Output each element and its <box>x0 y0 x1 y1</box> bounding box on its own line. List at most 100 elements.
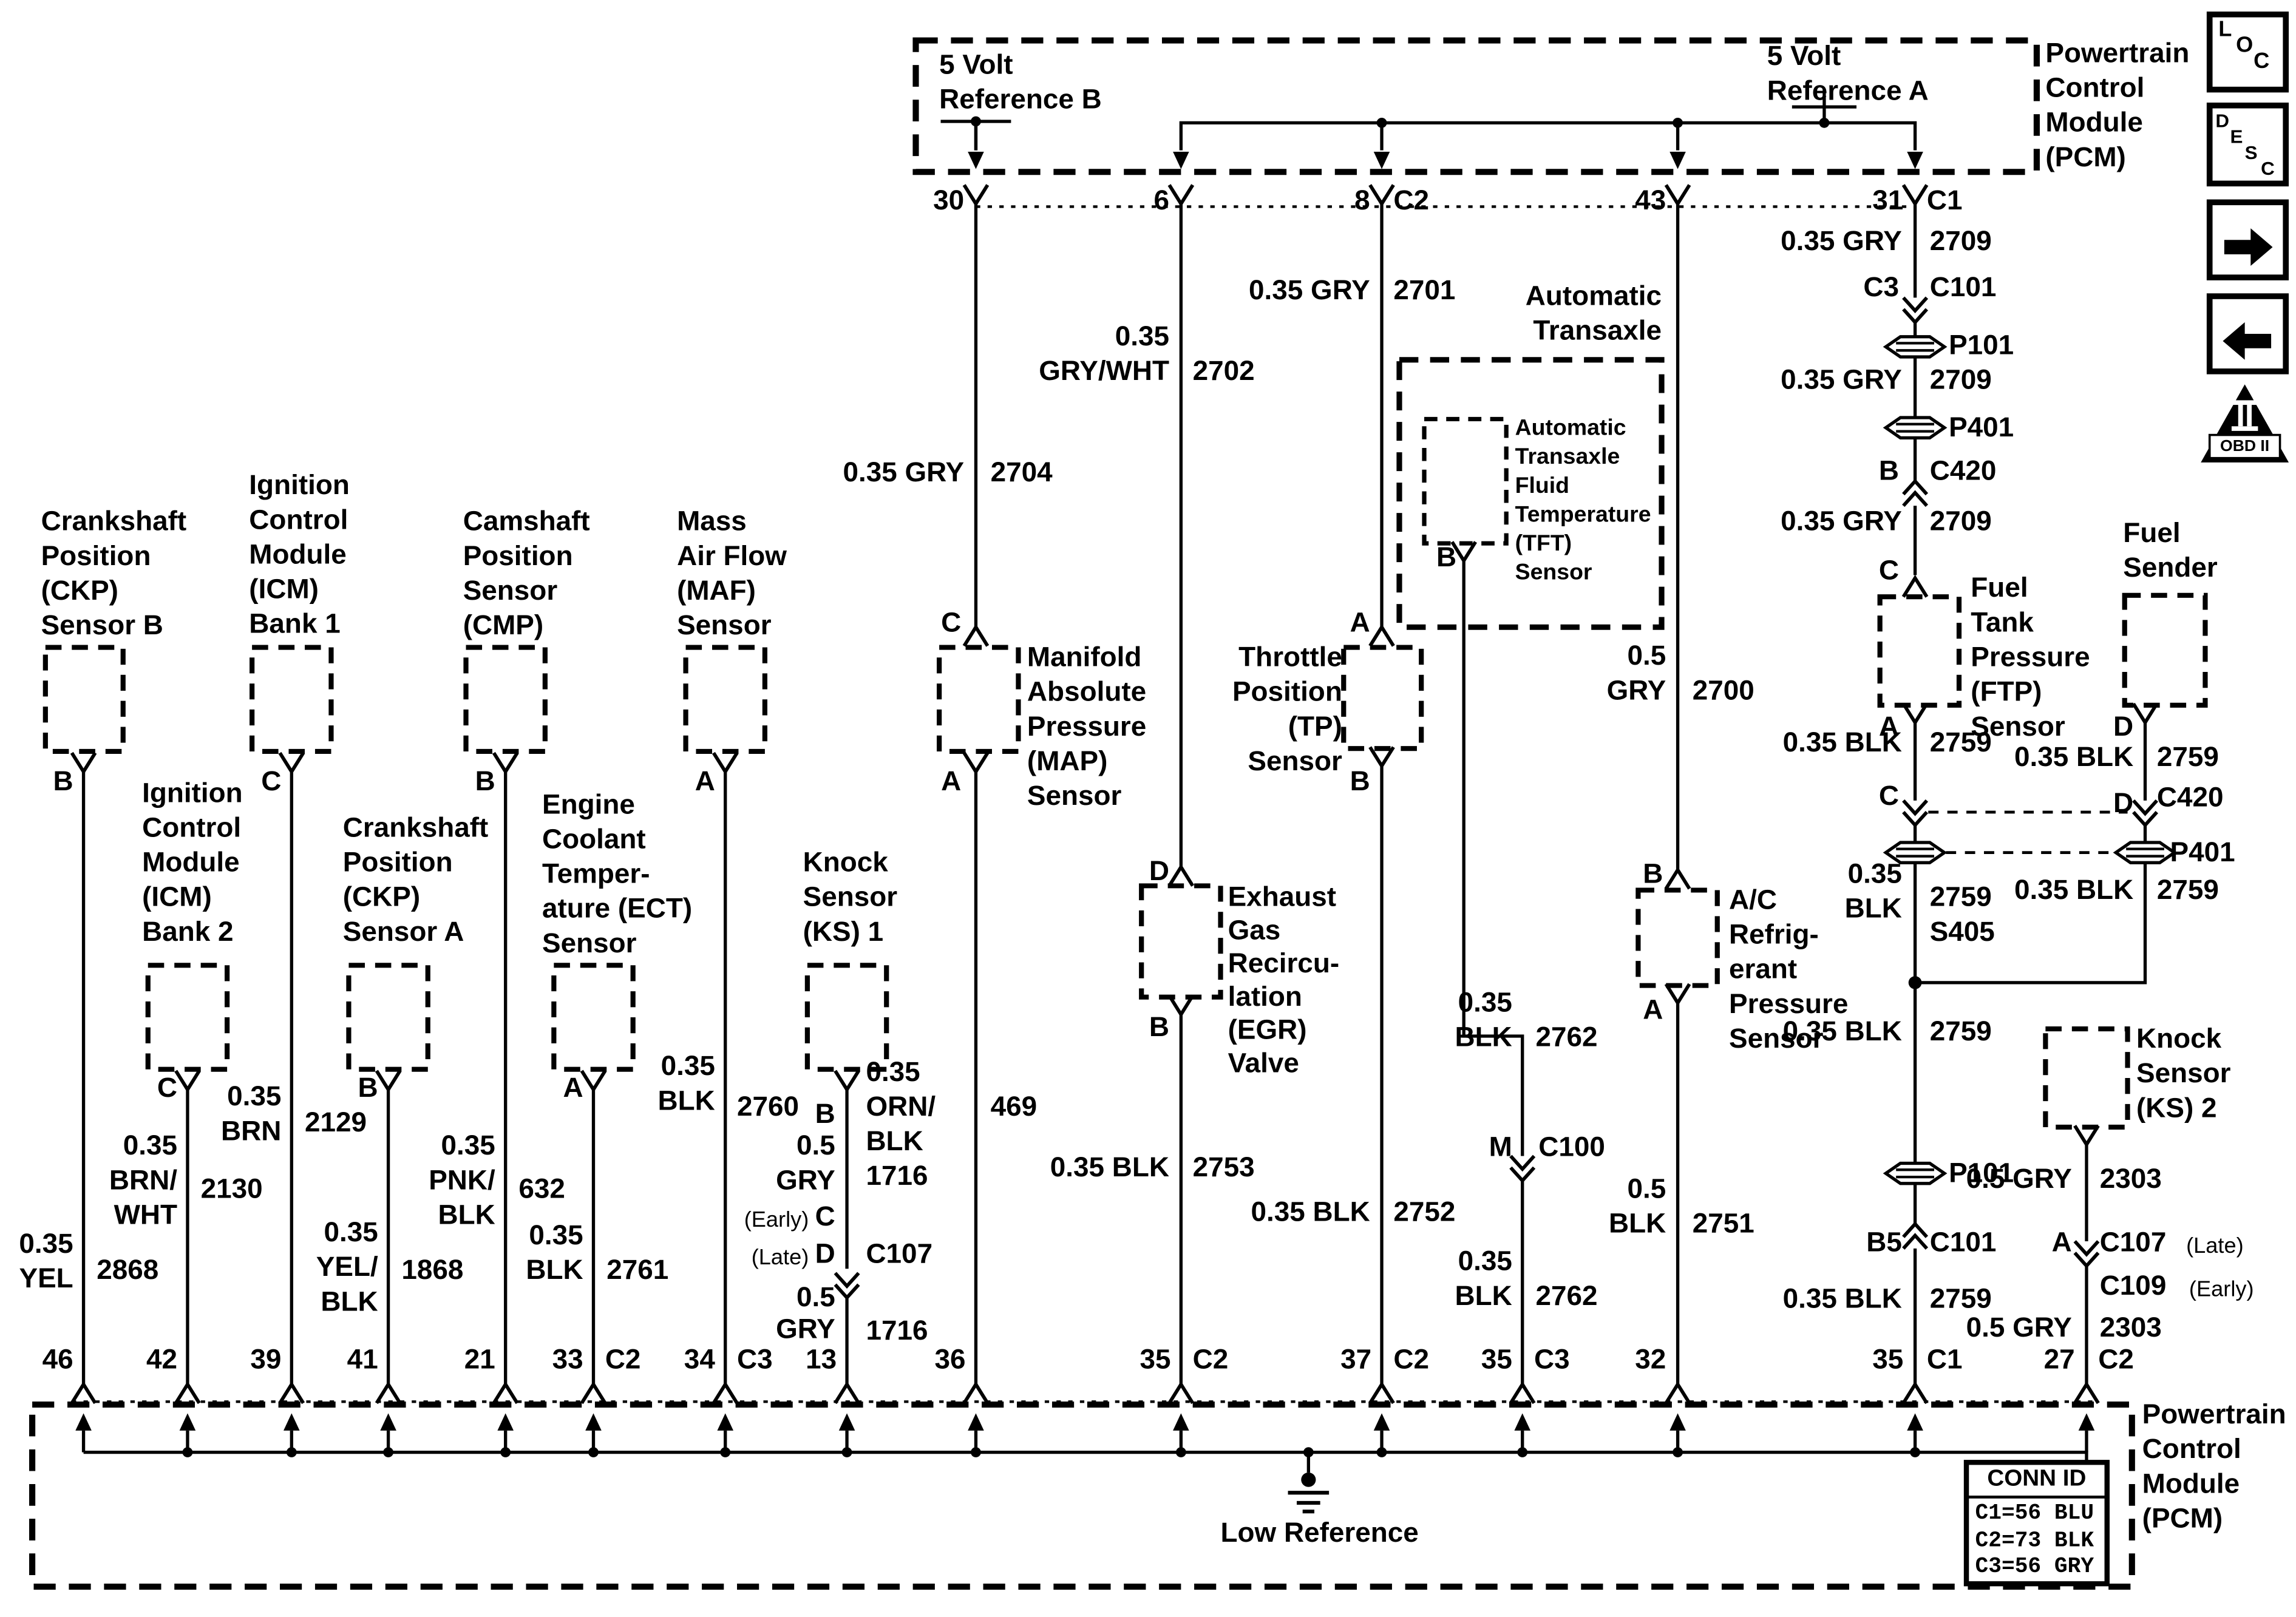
wire-color: 0.35 BLK <box>657 1052 715 1117</box>
loc-button[interactable]: L <box>2218 17 2232 42</box>
pcm-top-title: Powertrain Control Module (PCM) <box>2045 39 2190 174</box>
wire-circuit: 2759 <box>2156 742 2219 773</box>
conn-pin: M <box>1489 1133 1512 1164</box>
wire-circuit: 2759 <box>1929 1284 1992 1315</box>
desc-button[interactable]: S <box>2244 141 2258 164</box>
conn-id: C101 <box>1929 273 1997 303</box>
pin-30: 30 <box>933 186 965 217</box>
conn-id: P401 <box>2170 838 2235 869</box>
wire-color: 0.35 GRY <box>1781 365 1902 396</box>
ckp-a-pin: B <box>358 1073 378 1104</box>
conn-id: P101 <box>1949 331 2014 362</box>
wire-circuit: 2752 <box>1393 1198 1456 1229</box>
transaxle-label: Automatic Transaxle <box>1525 282 1662 347</box>
wire-color: 0.35 BLK <box>2014 742 2134 773</box>
desc-button[interactable]: C <box>2261 157 2275 180</box>
wire-color: 0.35 YEL <box>19 1229 73 1295</box>
ckp-b-label: Crankshaft Position (CKP) Sensor B <box>41 507 187 642</box>
desc-button-box[interactable] <box>2206 103 2289 187</box>
wire-circuit: 2702 <box>1192 357 1255 388</box>
transaxle-box <box>1396 357 1665 630</box>
fuel-sender-box <box>2122 592 2208 708</box>
pin-37-conn: C2 <box>1393 1345 1429 1376</box>
wire-color: 0.35 BLK <box>1844 859 1902 925</box>
wire-color: 0.35 BLK <box>1782 728 1902 759</box>
map-label: Manifold Absolute Pressure (MAP) Sensor <box>1027 643 1147 812</box>
forward-arrow-icon[interactable] <box>2224 228 2273 266</box>
wire-circuit: 2709 <box>1929 226 1992 257</box>
conn-id: C101 <box>1929 1228 1997 1259</box>
pin-43: 43 <box>1635 186 1666 217</box>
icm1-label: Ignition Control Module (ICM) Bank 1 <box>249 471 350 640</box>
p401-sender <box>2116 842 2175 863</box>
back-arrow-icon[interactable] <box>2223 322 2272 360</box>
ftp-box <box>1877 594 1962 708</box>
wire-color: 0.5 GRY <box>1966 1314 2072 1344</box>
ftp-label: Fuel Tank Pressure (FTP) Sensor <box>1971 574 2090 743</box>
icm2-box <box>145 963 230 1072</box>
ref-a-tap <box>1792 89 1857 123</box>
wire-circuit: 2130 <box>200 1175 263 1205</box>
cmp-pin: B <box>475 767 495 798</box>
tft-label: Automatic Transaxle Fluid Temperature (T… <box>1515 416 1651 586</box>
maf-label: Mass Air Flow (MAF) Sensor <box>677 507 787 642</box>
wire-circuit: 2762 <box>1535 1023 1598 1054</box>
left-wires <box>81 771 727 1385</box>
ground-bars <box>1288 1491 1330 1514</box>
conn-id-frame <box>1963 1460 2110 1587</box>
wire-circuit: 2759 S405 <box>1929 883 1995 948</box>
conn-pin: B <box>1878 456 1900 487</box>
toolbar-frames <box>2201 12 2289 463</box>
egr-pin-d: D <box>1149 856 1170 887</box>
low-reference-label: Low Reference <box>1220 1519 1419 1550</box>
pin-31: 31 <box>1872 186 1904 217</box>
junction-dots <box>182 116 1922 1487</box>
fuel-sender-label: Fuel Sender <box>2123 518 2218 584</box>
tft-box <box>1422 416 1509 546</box>
conn-pin: A <box>2051 1228 2072 1259</box>
pcm-top-box <box>912 37 2040 175</box>
pin-42: 42 <box>146 1345 178 1376</box>
wire-circuit: 2701 <box>1393 276 1456 307</box>
tft-wire <box>1462 560 1524 1385</box>
wire-color: 0.35 YEL/ BLK <box>316 1218 378 1318</box>
c101-top-connector <box>1903 297 1927 322</box>
wire-circuit: 632 <box>518 1175 565 1205</box>
wire-color: 0.35 GRY/WHT <box>1039 322 1170 388</box>
wire-color: 0.35 ORN/ BLK <box>866 1057 936 1158</box>
ftp-c420-connector <box>1903 801 1927 825</box>
ks2-label: Knock Sensor (KS) 2 <box>2136 1024 2231 1125</box>
cmp-label: Camshaft Position Sensor (CMP) <box>463 507 590 642</box>
wire-circuit: 2709 <box>1929 365 1992 396</box>
loc-button[interactable]: O <box>2236 33 2254 58</box>
ect-pin: A <box>563 1073 583 1104</box>
loc-button[interactable]: C <box>2254 49 2270 74</box>
pcm-bottom-title: Powertrain Control Module (PCM) <box>2142 1400 2286 1535</box>
desc-button[interactable]: D <box>2215 109 2230 132</box>
wire-color: 0.5 GRY <box>1966 1164 2072 1195</box>
wire-color: 0.35 BLK <box>526 1221 583 1286</box>
wire-color: 0.35 BRN/ WHT <box>109 1131 178 1232</box>
conn-id: C107 <box>866 1239 933 1270</box>
desc-button[interactable]: E <box>2230 126 2243 147</box>
loc-button-box[interactable] <box>2206 12 2289 93</box>
conn-pin: D <box>2113 788 2134 819</box>
wire-circuit: 2129 <box>305 1108 367 1139</box>
pin-27-conn: C2 <box>2098 1345 2134 1376</box>
tp-label: Throttle Position (TP) Sensor <box>1232 643 1342 778</box>
egr-pin-b: B <box>1149 1012 1170 1043</box>
pin-39: 39 <box>250 1345 282 1376</box>
wire-circuit: 2709 <box>1929 507 1992 538</box>
wire-color: 0.35 BLK <box>1455 1247 1512 1312</box>
pin-37: 37 <box>1340 1345 1372 1376</box>
wire-circuit: 2759 <box>2156 875 2219 906</box>
tp-pin-b: B <box>1350 767 1370 798</box>
wire-color: 0.5 GRY <box>776 1131 835 1197</box>
pin-34: 34 <box>684 1345 715 1376</box>
pin-35a: 35 <box>1140 1345 1171 1376</box>
wire-circuit: 1716 <box>866 1162 928 1193</box>
wire-circuit: 1716 <box>866 1316 928 1347</box>
wire-circuit: 2759 <box>1929 1017 1992 1048</box>
